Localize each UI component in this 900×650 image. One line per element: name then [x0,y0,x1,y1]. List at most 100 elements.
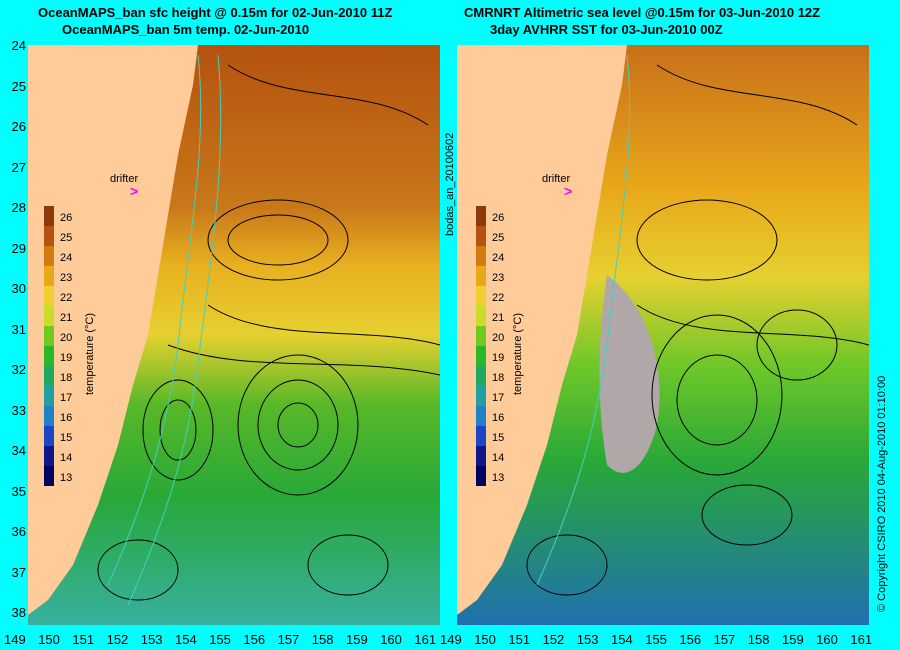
y-tick-label: 27 [11,159,26,175]
y-tick-label: 33 [11,402,26,418]
x-tick-label: 161 [414,632,437,647]
colorbar-swatch [476,386,486,406]
left-colorbar [44,206,54,486]
colorbar-label: 23 [60,272,73,284]
x-tick-label: 149 [4,632,26,647]
y-tick-label: 36 [11,524,26,539]
y-tick-label: 35 [11,483,26,499]
y-tick-label: 32 [11,362,26,377]
colorbar-swatch [44,206,54,226]
colorbar-label: 26 [60,212,73,224]
colorbar-label: 14 [492,452,505,464]
colorbar-label: 25 [60,232,73,244]
left-title-line2: OceanMAPS_ban 5m temp. 02-Jun-2010 [62,22,310,37]
colorbar-label: 24 [492,252,505,264]
colorbar-swatch [476,426,486,446]
colorbar-swatch [476,226,486,246]
x-tick-label: 159 [782,632,804,647]
colorbar-label: 23 [492,272,505,284]
colorbar-label: 20 [492,332,505,344]
left-side-label: bodas_an_20100602 [444,132,456,236]
colorbar-swatch [476,246,486,266]
y-tick-label: 24 [11,38,26,53]
x-tick-label: 157 [713,632,736,647]
y-tick-label: 26 [11,119,26,134]
left-map [28,45,440,625]
colorbar-label: 19 [60,352,73,364]
colorbar-swatch [476,326,486,346]
right-title-line2: 3day AVHRR SST for 03-Jun-2010 00Z [490,22,723,37]
colorbar-swatch [44,366,54,386]
colorbar-swatch [44,446,54,466]
colorbar-label: 18 [492,372,505,384]
x-tick-label: 159 [346,632,368,647]
right-title-line1: CMRNRT Altimetric sea level @0.15m for 0… [464,5,821,20]
colorbar-swatch [476,346,486,366]
colorbar-swatch [44,326,54,346]
y-tick-label: 25 [11,78,26,94]
colorbar-swatch [476,446,486,466]
x-tick-label: 151 [72,632,95,647]
x-tick-label: 153 [576,632,599,647]
y-tick-label: 37 [11,564,26,580]
y-tick-label: 28 [11,200,26,215]
colorbar-label: 19 [492,352,505,364]
left-drifter-marker: > [130,183,139,199]
x-tick-label: 160 [380,632,402,647]
colorbar-swatch [44,246,54,266]
colorbar-swatch [44,266,54,286]
right-colorbar-title: temperature (°C) [512,312,524,395]
colorbar-label: 13 [492,472,505,484]
colorbar-swatch [476,286,486,306]
y-tick-label: 30 [11,281,26,296]
colorbar-label: 22 [492,292,505,304]
colorbar-swatch [44,286,54,306]
colorbar-swatch [476,306,486,326]
x-tick-label: 156 [243,632,266,647]
colorbar-swatch [44,426,54,446]
x-tick-label: 153 [140,632,163,647]
x-tick-label: 151 [508,632,531,647]
x-tick-label: 155 [209,632,231,647]
x-tick-label: 150 [38,632,60,647]
colorbar-label: 15 [492,432,505,444]
x-tick-label: 156 [679,632,702,647]
right-drifter-label: drifter [542,173,571,185]
colorbar-label: 20 [60,332,73,344]
colorbar-label: 17 [60,392,73,404]
colorbar-swatch [44,226,54,246]
right-colorbar [476,206,486,486]
x-tick-label: 152 [106,632,129,647]
colorbar-label: 18 [60,372,73,384]
colorbar-swatch [44,306,54,326]
y-tick-label: 34 [11,443,26,458]
colorbar-label: 15 [60,432,73,444]
colorbar-swatch [44,386,54,406]
colorbar-label: 21 [60,312,73,324]
colorbar-label: 26 [492,212,505,224]
x-tick-label: 152 [542,632,565,647]
colorbar-label: 13 [60,472,73,484]
colorbar-label: 16 [60,412,73,424]
colorbar-label: 21 [492,312,505,324]
right-map [457,45,869,625]
left-title-line1: OceanMAPS_ban sfc height @ 0.15m for 02-… [38,5,393,20]
colorbar-swatch [476,266,486,286]
x-tick-label: 160 [816,632,838,647]
y-tick-label: 31 [11,321,26,337]
left-drifter-label: drifter [110,173,139,185]
y-tick-label: 38 [11,605,26,620]
x-tick-label: 154 [611,632,633,647]
left-colorbar-title: temperature (°C) [84,312,96,395]
colorbar-label: 25 [492,232,505,244]
y-tick-label: 29 [11,240,26,256]
colorbar-swatch [44,466,54,486]
x-tick-label: 161 [850,632,873,647]
right-drifter-marker: > [564,183,573,199]
colorbar-label: 14 [60,452,73,464]
x-tick-label: 154 [175,632,197,647]
x-tick-label: 158 [311,632,334,647]
colorbar-swatch [44,406,54,426]
colorbar-label: 17 [492,392,505,404]
colorbar-label: 24 [60,252,73,264]
